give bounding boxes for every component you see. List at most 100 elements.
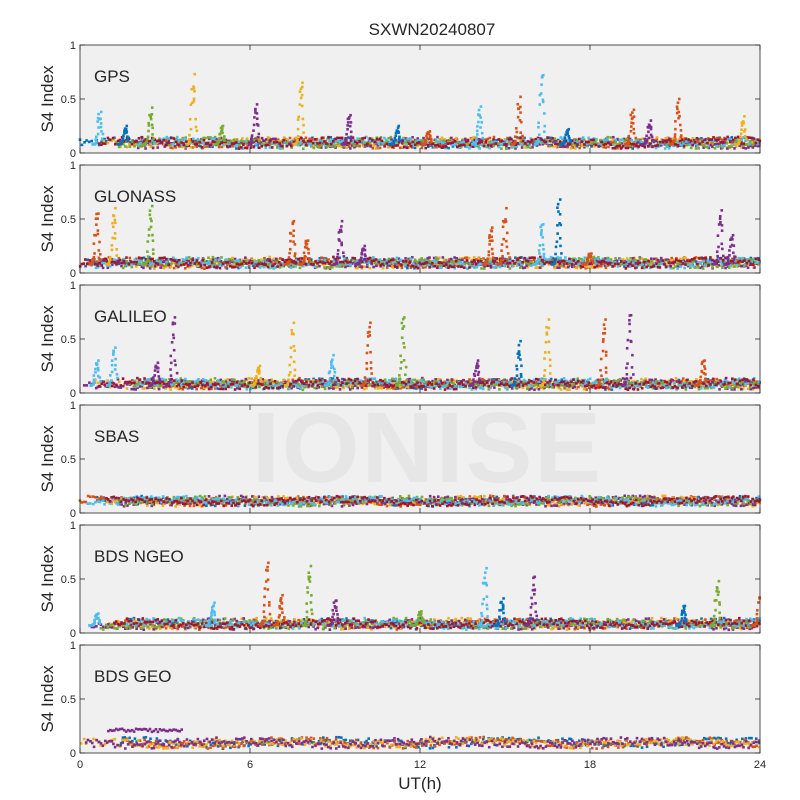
data-point [634,259,637,263]
data-point [437,264,440,268]
spike-point [100,130,103,133]
data-point [133,144,136,148]
data-point [304,140,308,143]
data-point [426,139,430,142]
data-point [461,138,465,141]
data-point [203,262,207,265]
data-point [310,261,313,264]
spike-point [480,120,484,124]
data-point [726,147,729,150]
data-point [245,146,249,150]
data-point [104,139,108,143]
spike-point [651,138,654,142]
data-point [349,147,352,150]
data-point [269,260,273,264]
data-point [393,265,397,268]
data-point [300,257,304,260]
spike-point [193,90,196,93]
data-point [693,142,697,146]
data-point [507,146,511,150]
data-point [263,256,266,260]
data-point [505,147,508,151]
data-point [258,139,261,143]
data-point [400,264,403,267]
spike-point [720,229,724,232]
data-point [148,266,152,270]
data-point [470,262,473,266]
data-point [198,140,201,144]
spike-point [98,240,101,244]
data-point [429,265,433,269]
data-point [714,138,718,142]
spike-point [537,133,541,137]
data-point [127,142,131,146]
data-point [740,258,743,262]
data-point [651,145,654,148]
spike-point [490,247,494,251]
y-axis-label: S4 Index [38,185,57,253]
data-point [643,137,647,141]
data-point [95,260,99,263]
data-point [566,144,569,148]
data-point [176,138,179,142]
data-point [262,265,266,269]
data-point [320,136,324,140]
data-point [492,138,495,141]
data-point [542,258,545,262]
data-point [197,144,201,148]
data-point [509,137,513,141]
data-point [245,259,248,263]
data-point [751,143,754,147]
data-point [647,262,650,266]
data-point [179,261,182,265]
data-point [475,265,479,269]
data-point [318,260,322,264]
data-point [375,380,378,384]
data-point [634,139,638,142]
data-point [137,259,141,263]
data-point [457,140,460,144]
data-point [125,256,128,259]
data-point [308,142,312,146]
spike-point [189,103,193,106]
data-point [271,264,274,268]
data-point [126,263,129,267]
data-point [585,142,589,146]
spike-point [299,87,303,91]
spike-point [631,111,634,114]
spike-point [295,141,298,145]
data-point [541,142,544,146]
spike-point [587,252,591,256]
data-point [578,262,581,266]
data-point [249,386,253,389]
data-point [167,141,170,145]
data-point [185,144,188,148]
data-point [389,135,393,139]
data-point [391,258,395,261]
data-point [161,260,165,264]
data-point [374,147,378,150]
spike-point [148,213,152,217]
data-point [156,141,160,145]
data-point [408,261,412,264]
data-point [425,259,429,263]
data-point [580,140,584,144]
data-point [752,141,756,144]
data-point [276,261,279,265]
data-point [632,145,636,148]
data-point [258,266,262,269]
data-point [477,145,480,149]
data-point [756,138,760,141]
data-point [287,258,291,261]
data-point [130,262,134,266]
data-point [457,259,461,263]
data-point [699,262,703,265]
spike-point [726,255,730,259]
data-point [547,139,550,142]
data-point [625,260,628,264]
data-point [358,140,362,143]
data-point [164,263,168,267]
data-point [692,265,696,268]
spike-point [363,257,367,261]
data-point [451,139,455,143]
